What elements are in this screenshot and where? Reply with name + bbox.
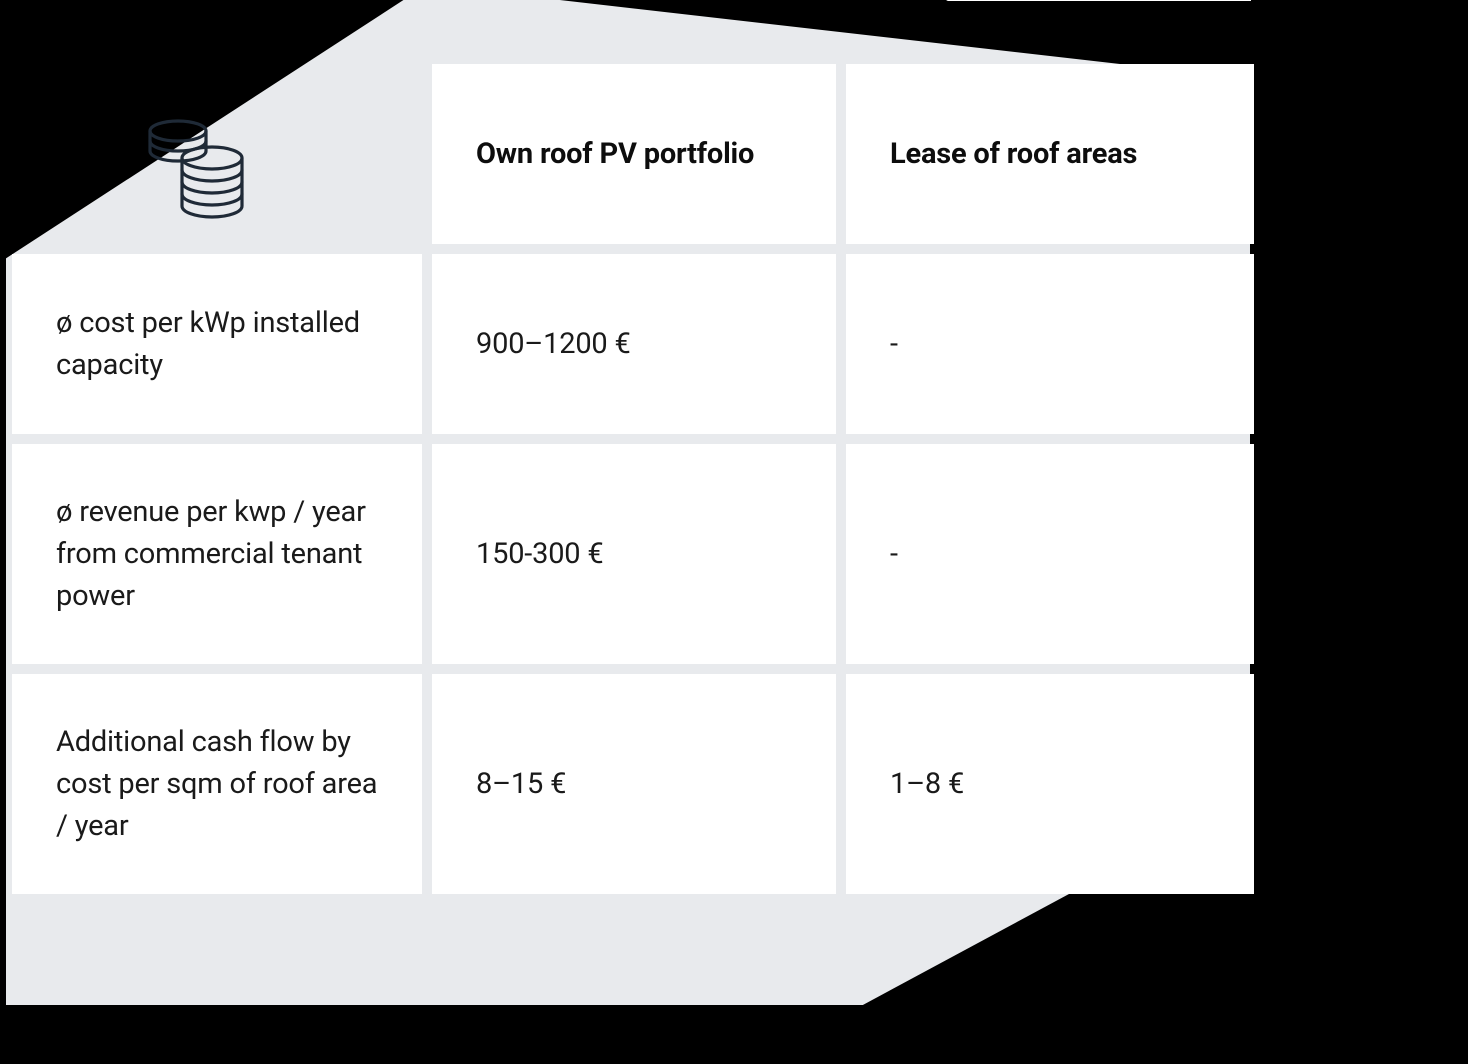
cell-value: 150-300 € bbox=[476, 533, 604, 575]
column-header-label: Own roof PV portfolio bbox=[476, 133, 754, 175]
header-icon-cell bbox=[12, 64, 422, 244]
comparison-table: Own roof PV portfolio Lease of roof area… bbox=[12, 64, 1234, 894]
cell-value: 900–1200 € bbox=[476, 323, 631, 365]
row-label: ø cost per kWp installed capacity bbox=[56, 302, 378, 386]
cell-value: 1–8 € bbox=[890, 763, 964, 805]
table-cell: 8–15 € bbox=[432, 674, 836, 894]
cell-value: 8–15 € bbox=[476, 763, 566, 805]
row-label-cell: ø cost per kWp installed capacity bbox=[12, 254, 422, 434]
row-label: Additional cash flow by cost per sqm of … bbox=[56, 721, 378, 847]
column-header-own-pv: Own roof PV portfolio bbox=[432, 64, 836, 244]
row-label-cell: Additional cash flow by cost per sqm of … bbox=[12, 674, 422, 894]
table-cell: - bbox=[846, 444, 1254, 664]
table-cell: 150-300 € bbox=[432, 444, 836, 664]
table-cell: 1–8 € bbox=[846, 674, 1254, 894]
white-wedge-bottom-right bbox=[946, 0, 1251, 1]
row-label: ø revenue per kwp / year from commercial… bbox=[56, 491, 378, 617]
cell-value: - bbox=[890, 323, 898, 365]
cell-value: - bbox=[890, 533, 898, 575]
column-header-label: Lease of roof areas bbox=[890, 133, 1137, 175]
coins-stack-icon bbox=[142, 106, 252, 226]
table-cell: 900–1200 € bbox=[432, 254, 836, 434]
column-header-lease: Lease of roof areas bbox=[846, 64, 1254, 244]
row-label-cell: ø revenue per kwp / year from commercial… bbox=[12, 444, 422, 664]
table-cell: - bbox=[846, 254, 1254, 434]
